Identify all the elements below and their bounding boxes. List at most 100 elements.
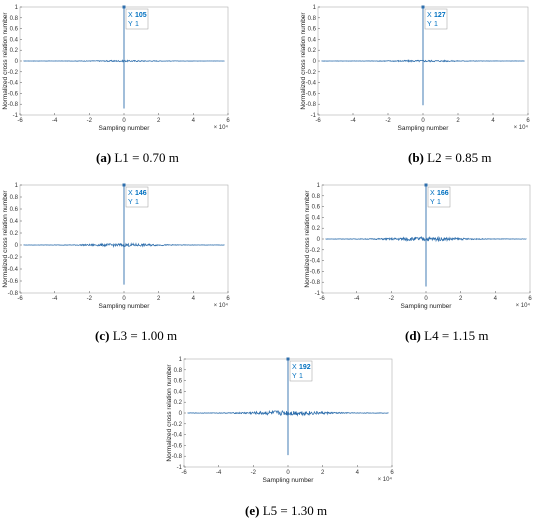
datatip-box [125,186,149,208]
x-tick-label: 6 [226,118,230,124]
y-tick-label: 1 [15,5,19,11]
x-tick-label: -4 [52,118,58,124]
y-tick-label: 1 [313,5,317,11]
x-tick-label: 4 [491,118,495,124]
datatip-y-label: Y [128,199,133,206]
y-tick-label: 0.4 [10,37,19,43]
x-tick-label: 4 [192,296,196,302]
x-tick-label: -2 [87,118,93,124]
y-tick-label: -1 [315,291,321,297]
y-tick-label: -0.6 [8,279,19,285]
peak-marker [122,5,126,9]
x-exponent-label: × 10⁴ [378,476,393,483]
peak-marker [421,5,425,9]
y-tick-label: -0.4 [8,267,19,273]
caption-e: (e) L5 = 1.30 m [245,503,328,518]
y-tick-label: 0.6 [312,205,321,211]
y-tick-label: 0 [313,59,317,65]
caption-d: (d) L4 = 1.15 m [405,328,489,343]
y-tick-label: -0.8 [306,102,317,108]
datatip-x-value: 127 [434,12,446,19]
caption-a: (a) L1 = 0.70 m [96,150,179,165]
chart-svg-c: -6 -4 -2 0 2 4 6 -0.8 -0.6 -0.4 -0.2 0 0.2 0.4 0.6 0.8 1… [2,183,230,310]
y-tick-label: -0.2 [172,422,183,428]
y-tick-label: -0.6 [306,91,317,97]
y-tick-label: 0.2 [10,48,19,54]
caption-c: (c) L3 = 1.00 m [95,328,178,343]
x-tick-label: 4 [192,118,196,124]
y-tick-label: 0.6 [308,27,317,33]
y-tick-label: 1 [15,183,19,189]
y-tick-label: -0.4 [172,433,183,439]
x-tick-label: 0 [122,118,126,124]
chart-panel-b: -6 -4 -2 0 2 4 6 -1 -0.8 -0.6 -0.4 -0.2 0 0.2 0.4 0.6 0.… [300,0,550,140]
x-exponent-label: × 10⁴ [516,302,531,309]
datatip-x-label: X [292,364,297,371]
x-axis-label: Sampling number [263,477,315,484]
chart-svg-d: -6 -4 -2 0 2 4 6 -1 -0.8 -0.6 -0.4 -0.2 0 0.2 0.4 0.6 0.… [304,183,532,310]
datatip-y-value: 1 [434,21,438,28]
chart-panel-a: -6 -4 -2 0 2 4 6 -1 -0.8 -0.6 -0.4 -0.2 0 0.2 0.4 0.6 0.… [0,0,245,140]
y-tick-label: -1 [13,113,19,119]
datatip-y-value: 1 [437,199,441,206]
y-tick-label: 0.8 [10,16,19,22]
y-tick-label: -1 [311,113,317,119]
y-tick-label: 0.4 [10,219,19,225]
x-tick-label: 0 [421,118,425,124]
x-tick-label: -4 [354,296,360,302]
x-axis-label: Sampling number [401,303,453,310]
chart-svg-b: -6 -4 -2 0 2 4 6 -1 -0.8 -0.6 -0.4 -0.2 0 0.2 0.4 0.6 0.… [300,5,530,132]
x-tick-label: 2 [321,470,325,476]
x-tick-label: 6 [528,296,532,302]
datatip-y-value: 1 [299,373,303,380]
y-tick-label: 0.8 [174,368,183,374]
datatip-x-label: X [427,12,432,19]
datatip-y-label: Y [430,199,435,206]
chart-panel-e: -6 -4 -2 0 2 4 6 -1 -0.8 -0.6 -0.4 -0.2 0 0.2 0.4 0.6 0.… [160,352,410,494]
y-tick-label: -0.8 [310,280,321,286]
y-tick-label: 0 [15,243,19,249]
datatip-y-label: Y [427,21,432,28]
y-tick-label: 0.6 [174,379,183,385]
datatip-x-label: X [430,190,435,197]
y-tick-label: -0.8 [172,454,183,460]
x-tick-label: -2 [87,296,93,302]
datatip-box [427,186,451,208]
peak-marker [286,357,290,361]
y-tick-label: -0.2 [8,255,19,261]
chart-svg-a: -6 -4 -2 0 2 4 6 -1 -0.8 -0.6 -0.4 -0.2 0 0.2 0.4 0.6 0.… [2,5,230,132]
x-tick-label: -6 [181,470,187,476]
datatip-x-value: 166 [437,190,449,197]
y-tick-label: 0.8 [308,16,317,22]
y-tick-label: -0.4 [310,259,321,265]
y-tick-label: -0.6 [8,91,19,97]
y-tick-label: 0.4 [312,215,321,221]
y-tick-label: 1 [179,357,183,363]
y-axis-label: Normalized cross relation number [166,364,173,462]
datatip-box [424,8,448,30]
y-axis-label: Normalized cross relation number [2,12,9,110]
y-tick-label: 0.4 [308,37,317,43]
chart-panel-c: -6 -4 -2 0 2 4 6 -0.8 -0.6 -0.4 -0.2 0 0.2 0.4 0.6 0.8 1… [0,178,245,318]
y-tick-label: -0.4 [8,81,19,87]
datatip-box [125,8,149,30]
x-tick-label: 4 [356,470,360,476]
x-tick-label: 2 [157,118,161,124]
y-tick-label: 0.8 [10,195,19,201]
y-tick-label: -1 [177,465,183,471]
x-tick-label: -6 [315,118,321,124]
y-tick-label: 0 [317,237,321,243]
x-axis-label: Sampling number [99,303,151,310]
x-tick-label: -6 [17,118,23,124]
y-tick-label: -0.6 [310,269,321,275]
y-tick-label: 0.2 [174,400,183,406]
y-tick-label: -0.2 [8,70,19,76]
datatip-box [289,360,313,382]
x-exponent-label: × 10⁴ [214,124,229,131]
y-axis-label: Normalized cross relation number [300,12,307,110]
chart-panel-d: -6 -4 -2 0 2 4 6 -1 -0.8 -0.6 -0.4 -0.2 0 0.2 0.4 0.6 0.… [300,178,550,318]
y-tick-label: -0.8 [8,102,19,108]
y-tick-label: -0.2 [310,248,321,254]
y-tick-label: -0.8 [8,291,19,297]
x-tick-label: -2 [389,296,395,302]
